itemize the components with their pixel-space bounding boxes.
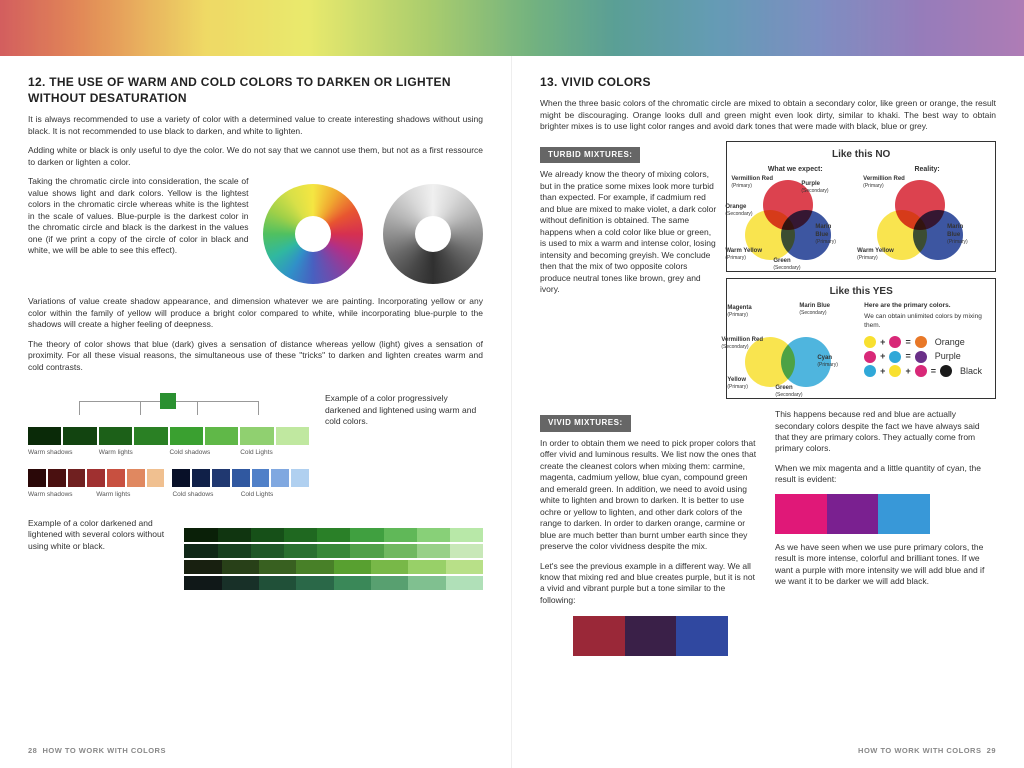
color-wheels [263, 184, 484, 284]
heading-12: 12. THE USE OF WARM AND COLD COLORS TO D… [28, 74, 483, 106]
diagram-no: Like this NO What we expect: Vermillion … [726, 141, 996, 272]
green-variations [184, 528, 483, 592]
heading-13: 13. VIVID COLORS [540, 74, 996, 90]
red-gradient [28, 469, 164, 487]
swatch [573, 616, 625, 656]
subhead-vivid: VIVID MIXTURES: [540, 415, 631, 432]
label: Cold Lights [240, 449, 309, 458]
swatch [775, 494, 827, 534]
page-left: 12. THE USE OF WARM AND COLD COLORS TO D… [0, 56, 512, 768]
para: Variations of value create shadow appear… [28, 296, 483, 330]
para: When we mix magenta and a little quantit… [775, 463, 996, 486]
para: It is always recommended to use a variet… [28, 114, 483, 137]
page-footer: HOW TO WORK WITH COLORS 29 [858, 746, 996, 756]
para: Let's see the previous example in a diff… [540, 561, 761, 607]
example-caption: Example of a color darkened and lightene… [28, 518, 168, 552]
para: We already know the theory of mixing col… [540, 169, 716, 295]
venn-expect: Vermillion Red(Primary)Purple(Secondary)… [733, 175, 843, 265]
value-wheel [383, 184, 483, 284]
label: Warm lights [99, 449, 168, 458]
vivid-swatches [775, 494, 930, 534]
para: In order to obtain them we need to pick … [540, 438, 761, 553]
para: Taking the chromatic circle into conside… [28, 176, 249, 256]
indicator [28, 393, 309, 423]
mix-formulas: +=Orange+=Purple++=Black [864, 336, 989, 376]
venn-yes: Magenta(Primary)Marin Blue(Secondary)Ver… [733, 302, 858, 392]
dull-swatches [573, 616, 728, 656]
swatch [878, 494, 930, 534]
venn-reality: Vermillion Red(Primary)Marin Blue(Primar… [865, 175, 975, 265]
label: Warm shadows [28, 449, 97, 458]
rainbow-header [0, 0, 1024, 56]
swatch [676, 616, 728, 656]
diagram-yes: Like this YES Magenta(Primary)Marin Blue… [726, 278, 996, 400]
para: As we have seen when we use pure primary… [775, 542, 996, 588]
page-footer: 28 HOW TO WORK WITH COLORS [28, 746, 166, 756]
blue-gradient [172, 469, 308, 487]
chromatic-wheel [263, 184, 363, 284]
para: This happens because red and blue are ac… [775, 409, 996, 455]
page-right: 13. VIVID COLORS When the three basic co… [512, 56, 1024, 768]
para: When the three basic colors of the chrom… [540, 98, 996, 132]
swatch [827, 494, 879, 534]
para: The theory of color shows that blue (dar… [28, 339, 483, 373]
swatch [625, 616, 677, 656]
subhead-turbid: TURBID MIXTURES: [540, 147, 640, 164]
para: Adding white or black is only useful to … [28, 145, 483, 168]
green-gradient [28, 427, 309, 445]
label: Cold shadows [169, 449, 238, 458]
example-caption: Example of a color progressively darkene… [325, 393, 483, 427]
